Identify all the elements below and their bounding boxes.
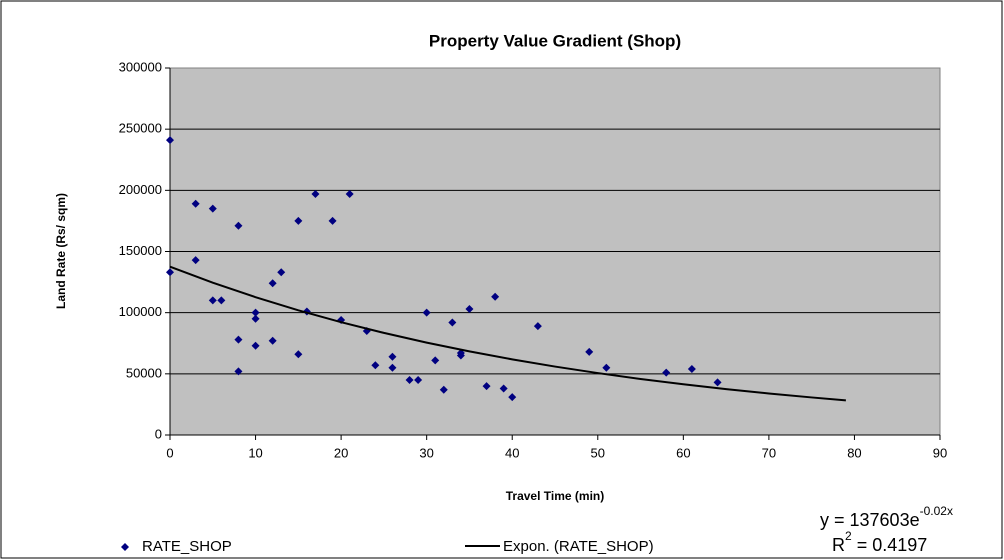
point xyxy=(251,314,260,323)
x-tick-label: 20 xyxy=(334,445,348,460)
point xyxy=(371,361,380,370)
x-tick-label: 30 xyxy=(419,445,433,460)
r-squared-text: R xyxy=(832,535,845,555)
point xyxy=(234,335,243,344)
point xyxy=(508,393,517,402)
y-tick-label: 250000 xyxy=(119,121,162,136)
y-tick-label: 50000 xyxy=(126,365,162,380)
x-tick-label: 10 xyxy=(248,445,262,460)
point xyxy=(431,356,440,365)
legend-marker xyxy=(121,543,129,551)
point xyxy=(251,341,260,350)
point xyxy=(414,375,423,384)
point xyxy=(191,199,200,208)
x-tick-label: 80 xyxy=(847,445,861,460)
point xyxy=(328,216,337,225)
point xyxy=(208,296,217,305)
point xyxy=(294,216,303,225)
point xyxy=(405,375,414,384)
point xyxy=(388,363,397,372)
point xyxy=(465,304,474,313)
point xyxy=(439,385,448,394)
y-axis-title: Land Rate (Rs/ sqm) xyxy=(54,193,68,309)
point xyxy=(311,190,320,199)
point xyxy=(191,256,200,265)
y-tick-label: 150000 xyxy=(119,243,162,258)
r-squared-value: = 0.4197 xyxy=(852,535,928,555)
y-tick-label: 0 xyxy=(155,426,162,441)
x-tick-label: 0 xyxy=(166,445,173,460)
point xyxy=(166,136,174,145)
point xyxy=(662,368,671,377)
point xyxy=(482,382,491,391)
point xyxy=(499,384,508,393)
point xyxy=(208,204,217,213)
point xyxy=(448,318,457,327)
legend-label: Expon. (RATE_SHOP) xyxy=(503,538,654,555)
point xyxy=(268,336,277,345)
trendline xyxy=(169,265,846,402)
point xyxy=(268,279,277,288)
point xyxy=(166,268,174,277)
point xyxy=(388,352,397,361)
point xyxy=(602,363,611,372)
point xyxy=(217,296,226,305)
point xyxy=(294,350,303,359)
equation-exponent: -0.02x xyxy=(920,504,953,518)
x-tick-label: 90 xyxy=(933,445,947,460)
point xyxy=(251,308,260,317)
y-tick-label: 200000 xyxy=(119,182,162,197)
point xyxy=(713,378,722,387)
point xyxy=(491,292,500,301)
point xyxy=(345,190,354,199)
chart-title: Property Value Gradient (Shop) xyxy=(429,31,681,50)
point xyxy=(422,308,431,317)
point xyxy=(533,322,542,331)
point xyxy=(234,221,243,230)
equation-text: y = 137603e xyxy=(820,510,920,530)
point xyxy=(234,367,243,376)
y-tick-label: 300000 xyxy=(119,59,162,74)
point xyxy=(687,364,696,373)
r-squared: R2 = 0.4197 xyxy=(832,529,927,555)
x-tick-label: 60 xyxy=(676,445,690,460)
x-tick-label: 70 xyxy=(762,445,776,460)
y-tick-label: 100000 xyxy=(119,304,162,319)
x-axis-title: Travel Time (min) xyxy=(506,489,604,503)
r-squared-exponent: 2 xyxy=(845,529,852,543)
point xyxy=(277,268,286,277)
x-tick-label: 40 xyxy=(505,445,519,460)
trend-equation: y = 137603e-0.02x xyxy=(820,504,953,530)
x-tick-label: 50 xyxy=(591,445,605,460)
point xyxy=(585,347,594,356)
legend-label: RATE_SHOP xyxy=(142,538,232,555)
